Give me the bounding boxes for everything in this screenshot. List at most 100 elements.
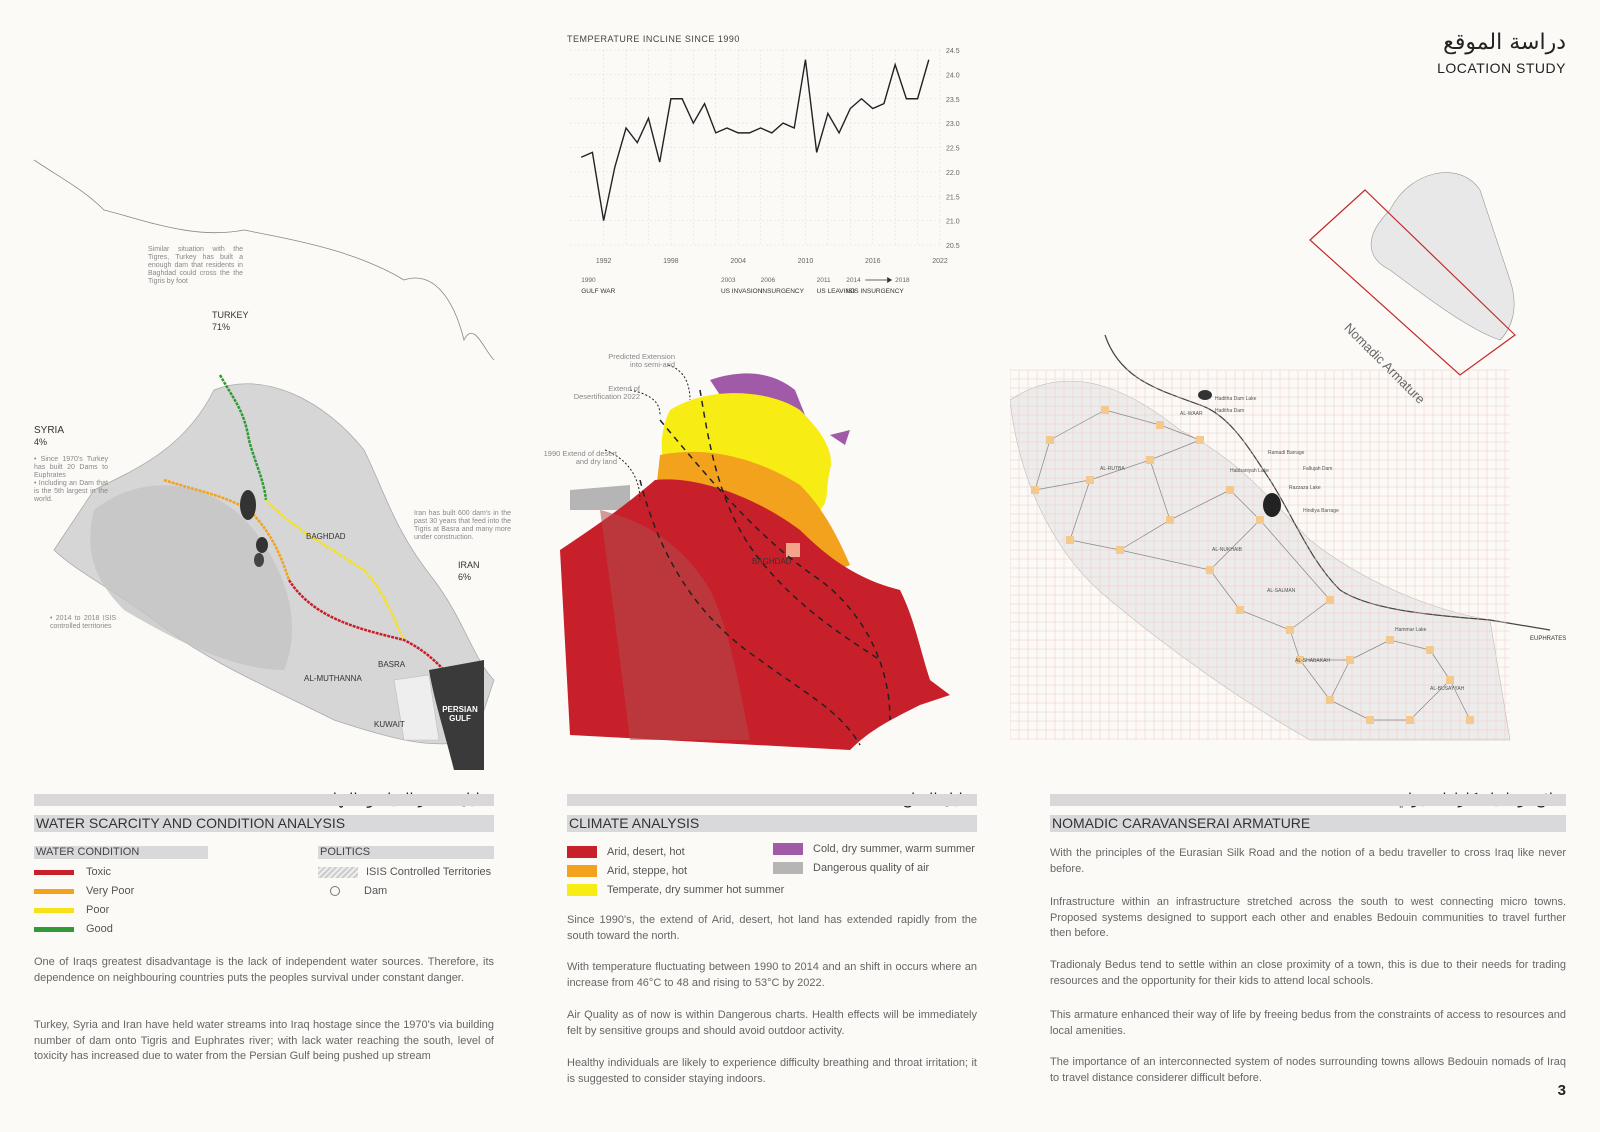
- legend-label: Dangerous quality of air: [813, 862, 930, 874]
- nomad-place-label: AL-BUSAYYAH: [1430, 686, 1465, 692]
- nomad-border: [1104, 334, 1551, 631]
- nomad-place-label: Ramadi Barrage: [1268, 450, 1305, 456]
- label-syria: SYRIA: [34, 425, 65, 436]
- nomad-place-label: AL-NUKHAIB: [1212, 547, 1243, 553]
- nomadic-armature-map: [1010, 172, 1551, 741]
- map-border-line: [34, 159, 495, 361]
- nomad-route: [1069, 539, 1121, 551]
- arrow-predicted: [667, 364, 691, 401]
- nomadic-paragraph: The importance of an interconnected syst…: [1050, 1056, 1566, 1084]
- baghdad-marker: [786, 543, 800, 557]
- label-baghdad: BAGHDAD: [306, 532, 346, 541]
- nomad-node: [1196, 436, 1204, 444]
- chart-x-tick: 2010: [798, 258, 814, 265]
- legend-label: Toxic: [86, 866, 112, 878]
- climate-legend-item: Arid, steppe, hot: [567, 865, 687, 877]
- politics-item-isis: ISIS Controlled Territories: [318, 866, 491, 878]
- nomad-route: [1034, 439, 1051, 491]
- climate-legend-item: Temperate, dry summer hot summer: [567, 884, 784, 896]
- climate-paragraph: Air Quality as of now is within Dangerou…: [567, 1009, 977, 1037]
- hatch-swatch: [318, 866, 358, 878]
- nomad-route: [1209, 519, 1261, 571]
- chart-event-label: US INVASION: [721, 288, 763, 295]
- nomad-place-label: Habbaniyah Lake: [1230, 468, 1269, 474]
- nomad-route: [1449, 679, 1471, 721]
- nomad-node: [1101, 406, 1109, 414]
- nomad-place-label: Haditha Dam Lake: [1215, 396, 1257, 402]
- nomad-node: [1426, 646, 1434, 654]
- legend-label: Poor: [86, 904, 110, 916]
- water-map: [34, 159, 495, 770]
- nomadic-paragraph: Infrastructure within an infrastructure …: [1050, 896, 1566, 939]
- chart-event-year: 2018: [895, 277, 910, 284]
- politics-header: POLITICS: [318, 846, 494, 859]
- chart-x-tick: 2022: [932, 258, 948, 265]
- nomad-route: [1069, 479, 1091, 541]
- water-section-title: WATER SCARCITY AND CONDITION ANALYSIS: [36, 815, 346, 831]
- desert-hatch-1990: [600, 510, 750, 740]
- nomad-route: [1159, 424, 1201, 441]
- nomad-route: [1149, 439, 1201, 461]
- nomad-node: [1146, 456, 1154, 464]
- lake-razzaza: [254, 553, 264, 567]
- nomadic-paragraph: With the principles of the Eurasian Silk…: [1050, 847, 1566, 875]
- nomad-land: [1010, 380, 1511, 741]
- kuwait-hatch: [393, 674, 440, 741]
- chart-y-tick: 21.5: [946, 194, 960, 201]
- nomadic-paragraph: This armature enhanced their way of life…: [1050, 1009, 1566, 1037]
- legend-label: Dam: [364, 885, 388, 897]
- nomad-place-label: Hindiya Barrage: [1303, 508, 1339, 514]
- label-predicted-extension: Predicted Extension into semi-arid: [608, 352, 675, 369]
- nomad-route: [1119, 519, 1171, 551]
- legend-swatch: [34, 907, 74, 913]
- nomad-node: [1386, 636, 1394, 644]
- note-turkey: Similar situation with the Tigres, Turke…: [148, 246, 243, 285]
- nomad-node: [1366, 716, 1374, 724]
- climate-legend-item: Dangerous quality of air: [773, 862, 929, 874]
- chart-event-year: 2014: [846, 277, 861, 284]
- chart-y-tick: 21.0: [946, 219, 960, 226]
- label-syria-pct: 4%: [34, 437, 48, 447]
- extent-line-2: [639, 479, 861, 746]
- inset-frame: [1309, 189, 1516, 376]
- label-climate-baghdad: BAGHDAD: [752, 557, 792, 566]
- chart-y-tick: 22.0: [946, 170, 960, 177]
- water-condition-item: Toxic: [34, 866, 111, 878]
- legend-swatch: [34, 869, 74, 875]
- legend-swatch: [773, 862, 803, 874]
- water-condition-item: Good: [34, 923, 113, 935]
- label-turkey: TURKEY: [212, 310, 249, 320]
- legend-label: Arid, desert, hot: [607, 846, 685, 858]
- razzaza-lake: [1263, 493, 1281, 517]
- nomad-node: [1031, 486, 1039, 494]
- legend-swatch: [567, 884, 597, 896]
- label-al-muthanna: AL-MUTHANNA: [304, 674, 362, 683]
- note-syria-2: • Including an Dam that is the 5th large…: [34, 480, 108, 503]
- water-section-bar-top: [34, 794, 494, 806]
- climate-section-title: CLIMATE ANALYSIS: [569, 815, 700, 831]
- chart-x-tick: 1992: [596, 258, 612, 265]
- politics-item-dam: Dam: [330, 885, 387, 897]
- legend-swatch: [567, 865, 597, 877]
- label-iran: IRAN: [458, 560, 480, 570]
- nomad-route: [1169, 489, 1231, 521]
- climate-legend-item: Arid, desert, hot: [567, 846, 685, 858]
- chart-series-line: [580, 59, 930, 221]
- nomad-route: [1259, 519, 1331, 601]
- cold-zone: [710, 373, 850, 445]
- nomad-route: [1034, 479, 1091, 491]
- nomad-route: [1089, 459, 1151, 481]
- chart-x-tick: 2004: [730, 258, 746, 265]
- nomad-place-label: Haditha Dam: [1215, 408, 1245, 414]
- nomad-node: [1206, 566, 1214, 574]
- chart-event-label: US LEAVING: [817, 288, 856, 295]
- nomad-route: [1104, 409, 1161, 426]
- nomad-route: [1209, 569, 1241, 611]
- nomad-route: [1239, 609, 1291, 631]
- note-iran: Iran has built 600 dam's in the past 30 …: [414, 510, 511, 541]
- chart-event-label: INSURGENCY: [761, 288, 805, 295]
- label-extend-2022: Extend of Desertification 2022: [573, 384, 640, 401]
- legend-swatch: [773, 843, 803, 855]
- chart-event-year: 2006: [761, 277, 776, 284]
- chart-event-year: 1990: [581, 277, 596, 284]
